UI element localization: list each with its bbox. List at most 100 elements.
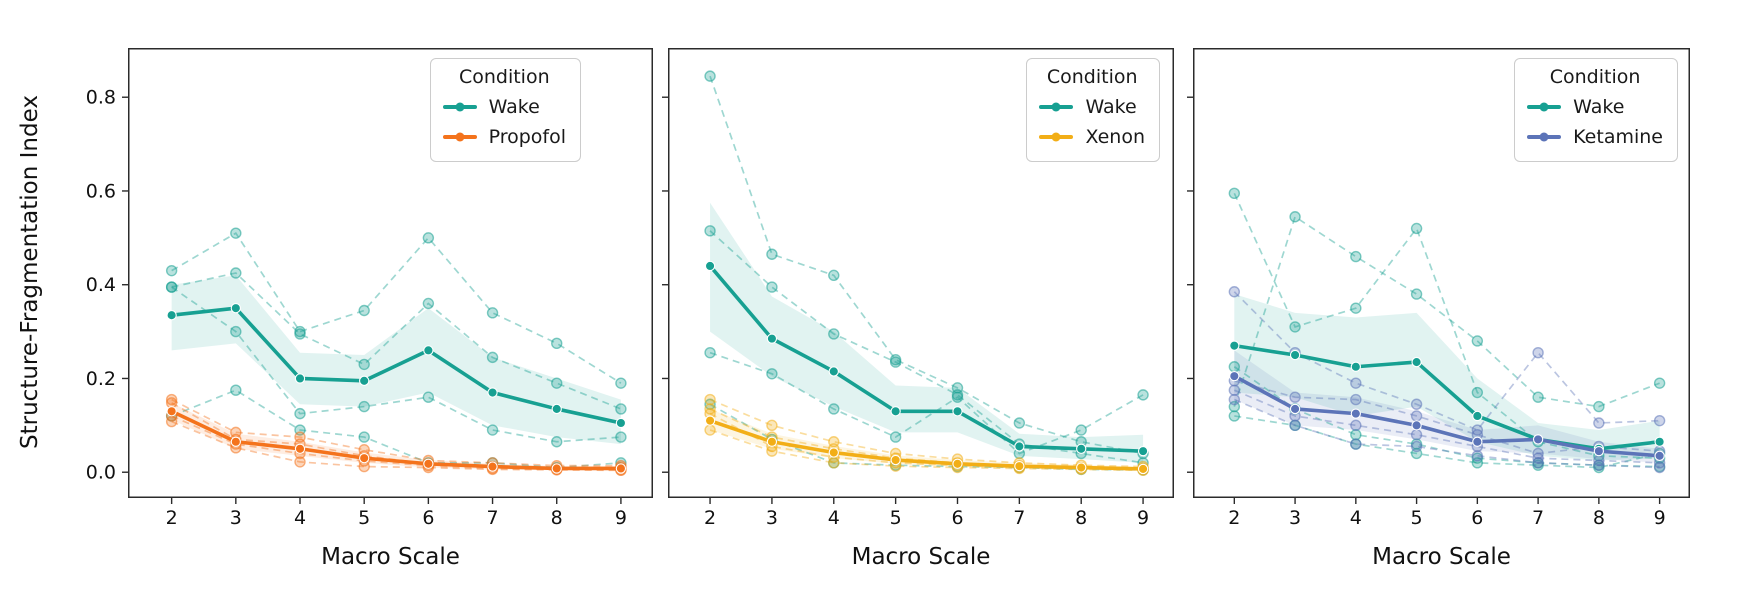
data-point [294,456,306,468]
data-point [766,419,778,432]
data-point [615,377,627,389]
data-point [1653,377,1666,389]
data-point [615,431,627,443]
data-point [1289,321,1301,333]
propofol-dot-marker [455,132,465,142]
legend-entry-propofol: Propofol [442,122,566,152]
y-tick-label: 0.4 [86,274,116,296]
mean-data-point [1654,450,1665,461]
plot-wake-ketamine: 2 3 4 5 6 7 8 9 [1187,48,1690,529]
mean-data-point [423,345,434,356]
data-point [1289,211,1301,223]
propofol-mean-band [171,402,621,471]
legend-title: Condition [1046,66,1138,88]
panel-wake-xenon: 2 3 4 5 6 7 8 9 Condition Wake Xenon Macro Scal… [662,48,1174,570]
xenon-dot-marker [1051,132,1061,142]
mean-data-point [952,406,963,417]
xenon-mean-line [708,418,1145,471]
data-point [766,368,778,380]
data-point [165,393,178,406]
xenon-subject-1-line [709,398,1144,468]
wake-subject-2-line [171,272,622,410]
propofol-line-marker [442,132,477,142]
data-point [230,384,242,396]
x-tick-label: 4 [1350,507,1362,529]
mean-data-point [1350,408,1361,419]
wake-subject-4-line [1234,415,1660,469]
ketamine-line-marker [1527,132,1562,142]
x-tick-label: 8 [1075,507,1087,529]
wake-line-marker [442,102,477,112]
data-point [704,424,716,436]
data-point [1410,410,1423,422]
legend-label-ketamine: Ketamine [1573,126,1663,148]
data-point [165,415,178,428]
data-point [1228,393,1241,406]
x-tick-label: 8 [551,507,563,529]
panel-wake-propofol: 2 3 4 5 6 7 8 9 0.0 0.2 0.4 0.6 0.8 Condition Wake P… [86,48,653,570]
x-tick-label: 3 [230,507,242,529]
data-point [1410,429,1423,441]
data-point [1350,419,1362,432]
data-point [358,400,370,413]
data-point [1228,384,1241,396]
mean-data-point [359,375,370,386]
mean-data-point [1532,434,1544,445]
wake-subject-3-line [709,351,1144,455]
mean-data-point [230,436,241,447]
wake-dot-marker [455,102,465,112]
x-tick-label: 3 [1289,507,1301,529]
mean-data-point [615,417,627,429]
data-point [766,445,778,457]
mean-data-point [166,406,177,417]
wake-mean-line [1232,343,1662,451]
x-tick-label: 9 [1137,507,1149,529]
data-point [422,232,435,244]
x-tick-label: 8 [1593,507,1605,529]
wake-line-marker [1039,102,1074,112]
data-point [1653,414,1666,427]
legend-label-wake: Wake [488,96,540,118]
mean-data-point [704,415,716,426]
mean-data-point [294,373,306,384]
data-point [828,457,840,469]
x-tick-label: 5 [358,507,370,529]
mean-data-point [828,447,839,458]
mean-data-point [359,453,370,464]
mean-data-point [890,406,901,417]
data-point [1075,424,1087,436]
data-point [1350,250,1362,263]
data-point [1350,429,1362,441]
mean-data-point [1137,445,1149,457]
data-point [551,337,563,350]
propofol-subject-1-line [171,398,621,467]
y-tick-label: 0.2 [86,368,116,390]
x-tick-label: 4 [294,507,306,529]
wake-dot-marker [1539,102,1549,112]
x-tick-label: 6 [422,507,434,529]
data-point [1532,457,1544,469]
mean-data-point [166,310,177,321]
wake-mean-band [1234,294,1660,461]
mean-data-point [1229,370,1240,382]
legend-label-wake: Wake [1085,96,1137,118]
data-point [422,391,435,403]
x-tick-label: 5 [1411,507,1423,529]
x-tick-label: 6 [951,507,963,529]
x-tick-label: 4 [828,507,840,529]
x-tick-label: 3 [766,507,778,529]
panel-wake-ketamine: 2 3 4 5 6 7 8 9 Condition Wake Ketamine Macro S… [1187,48,1690,570]
data-point [165,281,178,293]
legend-label-xenon: Xenon [1085,126,1145,148]
data-point [828,328,840,340]
data-point [1410,398,1423,410]
data-point [828,269,840,282]
data-point [1228,187,1241,200]
mean-data-point [551,403,562,415]
propofol-mean-line [169,409,623,471]
x-tick-label: 2 [704,507,716,529]
data-point [230,267,242,279]
data-point [551,377,563,389]
legend-wake-propofol: Condition Wake Propofol [429,58,581,162]
